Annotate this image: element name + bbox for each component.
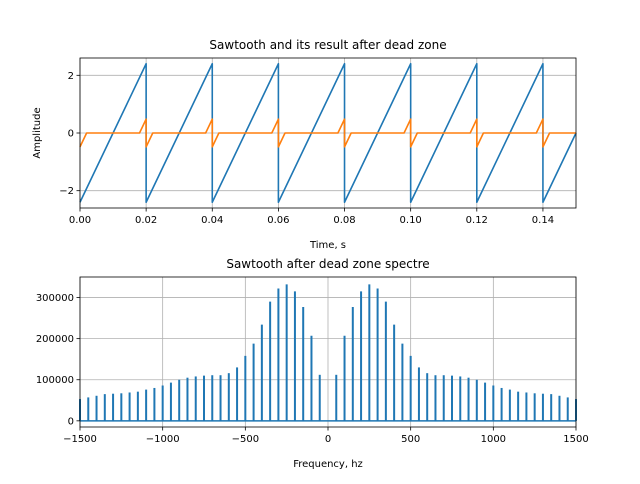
bottom-plot: Sawtooth after dead zone spectre Frequen… [36,257,589,470]
bottom-plot-ticks: −1500 −1000 −500 0 500 1000 1500 0 100000 200000 3… [36,293,589,445]
bottom-plot-title: Sawtooth after dead zone spectre [226,257,429,271]
top-plot-title: Sawtooth and its result after dead zone [209,38,446,52]
bottom-plot-y-tick-label: 0 [68,416,74,427]
bottom-plot-grid [79,277,577,427]
top-plot-x-tick-label: 0.10 [400,215,422,226]
top-plot-x-tick-label: 0.14 [532,215,554,226]
top-plot-x-tick-label: 0.00 [69,215,91,226]
top-plot-y-tick-label: −2 [59,186,74,197]
bottom-plot-y-tick-label: 200000 [36,334,74,345]
bottom-plot-x-tick-label: 0 [325,434,331,445]
bottom-plot-x-tick-label: 1000 [481,434,506,445]
top-plot-ticks: 0.00 0.02 0.04 0.06 0.08 0.10 0.12 0.14 −2 0 2 [59,71,554,226]
bottom-plot-y-tick-label: 100000 [36,375,74,386]
top-plot-series [79,62,577,204]
top-plot-x-tick-label: 0.02 [135,215,157,226]
bottom-plot-x-tick-label: 1500 [563,434,588,445]
top-plot-y-tick-label: 0 [68,129,74,140]
top-plot-x-tick-label: 0.12 [466,215,488,226]
top-plot-series-line-2 [79,118,576,148]
top-plot-x-tick-label: 0.04 [201,215,223,226]
bottom-plot-x-tick-label: −1000 [146,434,180,445]
bottom-plot-x-tick-label: −1500 [63,434,97,445]
bottom-plot-x-tick-label: −500 [232,434,259,445]
bottom-plot-y-tick-label: 300000 [36,293,74,304]
top-plot-x-axis-label: Time, s [309,240,346,251]
bottom-plot-x-tick-label: 500 [401,434,420,445]
bottom-plot-bars [79,284,577,422]
bottom-plot-x-axis-label: Frequency, hz [293,459,363,470]
top-plot: Sawtooth and its result after dead zone … [32,38,577,251]
top-plot-y-tick-label: 2 [68,71,74,82]
top-plot-x-tick-label: 0.08 [333,215,355,226]
top-plot-x-tick-label: 0.06 [267,215,289,226]
top-plot-y-axis-label: Amplitude [32,107,43,158]
